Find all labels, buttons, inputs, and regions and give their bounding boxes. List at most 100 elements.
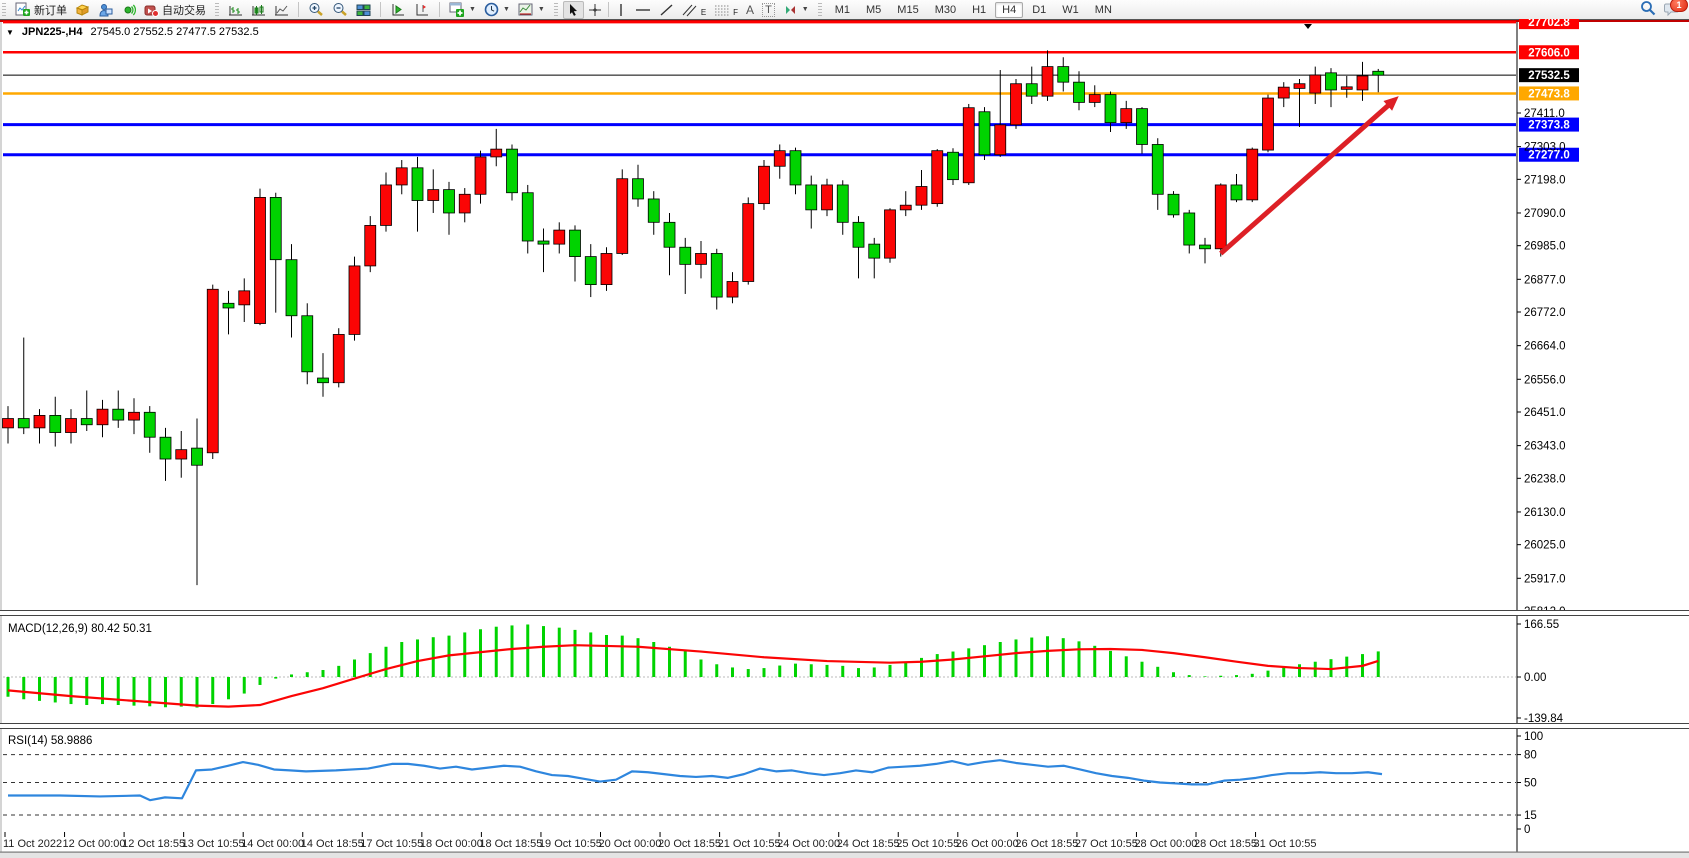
candle-body	[742, 203, 755, 282]
price-badge-label: 27606.0	[1528, 47, 1570, 59]
candle-body	[773, 150, 786, 167]
channel-button[interactable]: E	[678, 1, 710, 19]
line-chart-button[interactable]	[270, 1, 293, 19]
chart-shift-button[interactable]	[410, 0, 434, 19]
candlestick-chart-icon	[252, 4, 265, 15]
horizontal-line-button[interactable]	[631, 1, 655, 19]
candle-body	[191, 447, 203, 466]
candle-body	[679, 246, 692, 265]
candle-body	[254, 197, 266, 324]
candlestick-chart-button[interactable]	[247, 1, 270, 19]
candle-body	[1057, 66, 1070, 83]
toolbar-grip[interactable]	[553, 2, 558, 17]
toolbar-grip[interactable]	[215, 2, 219, 17]
candle-body	[380, 184, 392, 226]
cursor-button[interactable]	[562, 0, 584, 19]
candle-body	[96, 408, 109, 426]
candle-body	[1214, 184, 1227, 250]
crosshair-button[interactable]	[584, 1, 606, 19]
cursor-icon	[569, 3, 577, 16]
timeframe-button-m5[interactable]: M5	[866, 3, 882, 16]
vertical-line-button[interactable]	[611, 1, 631, 19]
candle-body	[1167, 193, 1180, 216]
chevron-down-icon: ▼	[801, 6, 809, 13]
candle-body	[1010, 83, 1022, 126]
search-icon	[1641, 1, 1656, 16]
candle-body	[1104, 94, 1117, 124]
date-axis-label: 14 Oct 00:00	[241, 838, 304, 850]
candle-body	[1325, 72, 1337, 91]
fibonacci-icon	[715, 5, 730, 15]
date-axis-label: 25 Oct 10:55	[896, 838, 959, 850]
timeframe-button-d1[interactable]: D1	[1032, 3, 1047, 16]
horizontal-line-icon	[635, 8, 650, 11]
price-badge-label: 27473.8	[1528, 88, 1570, 100]
chart-window[interactable]: ▼ JPN225-,H4 27545.0 27552.5 27477.5 275…	[0, 19, 1689, 855]
chart-shift-icon	[416, 4, 428, 16]
timeframe-button-h4[interactable]: H4	[995, 1, 1024, 18]
timeframe-group: M1 M5 M15 M30 H1 H4 D1 W1 MN	[824, 0, 1123, 19]
price-axis-label: 26877.0	[1524, 274, 1566, 286]
search-button[interactable]	[1640, 0, 1656, 19]
date-axis-label: 20 Oct 18:55	[658, 838, 721, 850]
autotrading-button[interactable]: 自动交易	[140, 0, 210, 20]
zoom-in-icon	[309, 3, 323, 16]
period-button[interactable]: ▼	[480, 0, 514, 19]
terminal-button[interactable]	[94, 1, 117, 19]
channel-icon	[682, 4, 697, 16]
toolbar-grip[interactable]	[2, 2, 6, 17]
zoom-in-button[interactable]	[304, 0, 328, 19]
candle-body	[805, 184, 818, 211]
deposit-button[interactable]	[71, 1, 94, 19]
text-label-button[interactable]: T	[758, 1, 779, 19]
clock-icon	[484, 2, 499, 17]
candle-body	[317, 377, 329, 384]
scroll-anchor-icon	[1304, 24, 1312, 29]
candle-body	[852, 221, 865, 248]
candle-body	[978, 111, 991, 156]
auto-scroll-button[interactable]	[386, 0, 410, 19]
template-button[interactable]: ▼	[514, 1, 549, 19]
price-axis-label: 26238.0	[1524, 473, 1566, 485]
timeframe-button-w1[interactable]: W1	[1062, 3, 1079, 16]
timeframe-button-m30[interactable]: M30	[934, 3, 957, 16]
signals-button[interactable]	[117, 1, 140, 19]
date-axis-label: 27 Oct 10:55	[1075, 838, 1138, 850]
arrows-icon	[785, 5, 795, 14]
chart-background[interactable]	[0, 22, 1689, 855]
date-axis-label: 26 Oct 18:55	[1015, 838, 1078, 850]
candle-body	[1088, 94, 1101, 103]
new-order-button[interactable]: 新订单	[11, 0, 71, 20]
candle-body	[537, 240, 550, 245]
candle-body	[1151, 144, 1164, 195]
candle-body	[427, 189, 440, 201]
scroll-group	[383, 0, 437, 19]
pane-separator-rsi[interactable]	[0, 723, 1689, 729]
bar-chart-button[interactable]	[224, 1, 247, 19]
new-chart-button[interactable]: ▼	[445, 0, 480, 19]
notifications-button[interactable]: 1	[1664, 0, 1688, 19]
trendline-icon	[660, 3, 673, 16]
fibonacci-button[interactable]: F	[710, 1, 742, 19]
timeframe-button-h1[interactable]: H1	[972, 3, 987, 16]
symbol-dropdown-icon[interactable]: ▼	[6, 27, 14, 37]
tile-windows-button[interactable]	[352, 1, 375, 19]
chevron-down-icon: ▼	[537, 6, 545, 13]
chart-canvas[interactable]: 27702.8 27606.0 27532.5 27473.8 27373.8 27277…	[0, 19, 1689, 855]
text-button[interactable]: A	[742, 1, 758, 19]
price-badge-label: 27702.8	[1528, 19, 1570, 29]
arrows-button[interactable]: ▼	[779, 1, 813, 19]
toolbar-grip[interactable]	[817, 2, 822, 17]
trend-arrow-head[interactable]	[1383, 96, 1399, 111]
price-axis-label: 26772.0	[1524, 307, 1566, 319]
candle-body	[726, 281, 739, 298]
zoom-out-button[interactable]	[328, 0, 352, 19]
trendline-button[interactable]	[655, 1, 678, 19]
timeframe-button-mn[interactable]: MN	[1094, 3, 1112, 16]
candle-body	[553, 229, 566, 245]
timeframe-button-m15[interactable]: M15	[897, 3, 919, 16]
timeframe-button-m1[interactable]: M1	[834, 3, 851, 16]
trend-arrow-line[interactable]	[1219, 102, 1392, 256]
pane-separator-macd[interactable]	[0, 610, 1689, 616]
